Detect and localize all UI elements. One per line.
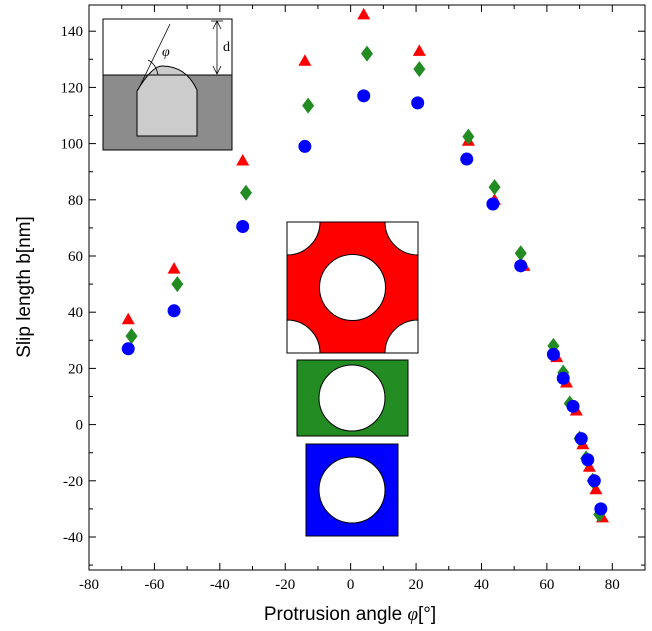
green-diamond-point [514, 245, 527, 262]
blue-cell-hole [318, 456, 386, 524]
blue-circle-point [514, 259, 528, 273]
green-diamond-point [413, 61, 426, 78]
x-tick-label: 80 [605, 577, 620, 593]
y-tick-label: 60 [68, 249, 83, 265]
blue-circle-point [167, 304, 181, 318]
x-tick-label: 40 [474, 577, 489, 593]
x-tick-label: -60 [144, 577, 164, 593]
green-unit-cell-inset [296, 359, 409, 437]
depth-arrow-head-bottom [212, 65, 222, 75]
red-cell-corner-hole-bl [286, 319, 321, 354]
green-diamond-point [361, 45, 373, 62]
y-tick-label: 0 [76, 418, 84, 434]
blue-circle-point [546, 347, 560, 361]
x-tick-label: 20 [409, 577, 424, 593]
blue-circle-point [357, 89, 371, 103]
angle-label: φ [162, 45, 170, 60]
red-triangle-point [167, 262, 181, 274]
y-tick-label: -40 [63, 530, 83, 546]
red-cell-center-hole [319, 254, 386, 321]
green-diamond-point [125, 328, 138, 345]
angle-arc [147, 59, 159, 76]
red-triangle-point [121, 312, 135, 325]
blue-circle-point [566, 399, 580, 413]
y-tick-label: 120 [61, 80, 84, 96]
blue-circle-point [556, 371, 570, 385]
axis-tick-labels: -80 -60 -40 -20 0 20 40 60 80 -40 -20 0 20 40 60 80 100 1… [61, 24, 620, 593]
green-diamond-point [302, 97, 315, 114]
blue-circle-point [581, 453, 595, 467]
blue-circle-point [411, 96, 425, 110]
blue-circle-point [574, 432, 588, 446]
green-diamond-point [462, 128, 475, 145]
x-axis-title: Protrusion angle φ[°] [264, 604, 436, 625]
y-axis-title: Slip length b[nm] [14, 216, 35, 358]
y-tick-label: 80 [68, 193, 83, 209]
blue-circle-point [236, 219, 250, 233]
blue-circle-point [298, 139, 312, 153]
blue-circle-point [594, 502, 608, 516]
y-tick-label: -20 [63, 474, 83, 490]
x-axis-title-unit: [°] [418, 604, 436, 625]
blue-circle-point [121, 342, 135, 356]
blue-circle-point [486, 197, 500, 211]
blue-circle-point [587, 474, 601, 488]
green-cell-hole [318, 364, 386, 432]
x-axis-title-text: Protrusion angle [264, 604, 402, 625]
y-tick-label: 40 [68, 305, 83, 321]
x-axis-title-symbol: φ [407, 604, 418, 625]
red-triangle-point [589, 482, 603, 495]
x-tick-label: 60 [539, 577, 554, 593]
red-triangle-point [357, 7, 371, 20]
red-cell-corner-hole-br [384, 319, 419, 354]
protrusion-shape [136, 65, 198, 137]
red-cell-corner-hole-tr [384, 221, 419, 256]
y-tick-label: 20 [68, 361, 83, 377]
green-diamond-point [488, 179, 501, 196]
x-tick-label: -80 [79, 577, 99, 593]
green-diamond-point [239, 184, 252, 201]
red-cell-corner-hole-tl [286, 221, 321, 256]
green-diamond-point [171, 276, 184, 293]
red-triangle-point [298, 54, 312, 66]
y-tick-label: 100 [61, 137, 84, 153]
y-tick-label: 140 [61, 24, 84, 40]
tangent-line [137, 23, 171, 91]
x-tick-label: -20 [275, 577, 295, 593]
blue-unit-cell-inset [305, 443, 399, 537]
geometry-inset: φ d [102, 18, 233, 151]
x-tick-label: 0 [347, 577, 355, 593]
x-tick-label: -40 [210, 577, 230, 593]
axis-ticks [88, 5, 645, 570]
red-triangle-point [412, 44, 426, 56]
blue-circle-point [460, 152, 474, 166]
data-points [121, 7, 609, 523]
depth-label: d [223, 40, 230, 55]
red-unit-cell-inset [286, 221, 419, 354]
red-triangle-point [236, 153, 250, 166]
plot-frame [88, 4, 646, 571]
